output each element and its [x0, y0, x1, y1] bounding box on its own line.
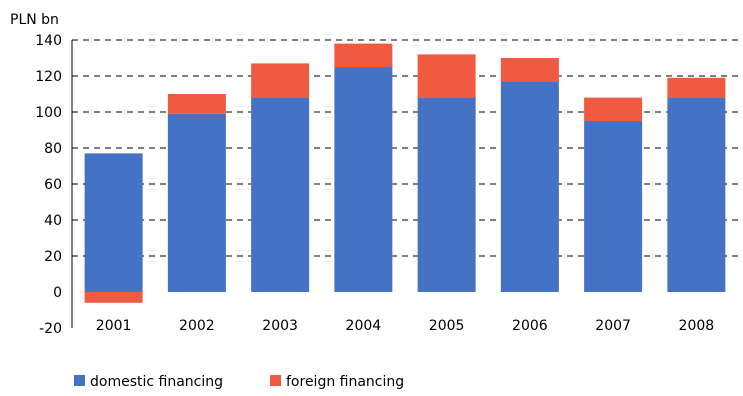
- x-tick-label: 2005: [429, 318, 465, 334]
- x-tick-label: 2006: [512, 318, 548, 334]
- legend-swatch: [270, 375, 281, 386]
- y-tick-label: -20: [39, 321, 62, 337]
- x-tick-label: 2002: [179, 318, 215, 334]
- y-tick-label: 40: [44, 213, 62, 229]
- bar-foreign-2003: [251, 63, 310, 98]
- y-tick-label: 140: [35, 33, 62, 49]
- y-tick-label: 0: [53, 285, 62, 301]
- bar-foreign-2002: [167, 94, 226, 114]
- legend-swatch: [74, 375, 85, 386]
- bar-domestic-2002: [167, 113, 226, 292]
- bar-domestic-2005: [417, 97, 476, 292]
- bars: [84, 43, 726, 303]
- legend-label: domestic financing: [90, 374, 223, 390]
- x-tick-label: 2004: [346, 318, 382, 334]
- bar-domestic-2006: [500, 81, 559, 293]
- bar-foreign-2006: [500, 58, 559, 82]
- bar-foreign-2005: [417, 54, 476, 98]
- bar-domestic-2007: [584, 121, 643, 292]
- x-tick-labels: 2001 2002 2003 2004 2005 2006 2007 2008: [96, 318, 714, 334]
- y-tick-labels: -20 0 20 40 60 80 100 120 140: [35, 33, 62, 337]
- x-tick-label: 2008: [679, 318, 715, 334]
- x-tick-label: 2001: [96, 318, 132, 334]
- y-tick-label: 120: [35, 69, 62, 85]
- x-tick-label: 2003: [262, 318, 298, 334]
- bar-foreign-2008: [667, 77, 726, 98]
- legend-label: foreign financing: [286, 374, 404, 390]
- bar-domestic-2001: [84, 153, 143, 292]
- bar-domestic-2008: [667, 97, 726, 292]
- legend: domestic financing foreign financing: [74, 374, 404, 390]
- bar-foreign-2004: [334, 43, 393, 67]
- x-tick-label: 2007: [595, 318, 631, 334]
- y-tick-label: 100: [35, 105, 62, 121]
- bar-domestic-2004: [334, 67, 393, 292]
- y-tick-label: 80: [44, 141, 62, 157]
- bar-foreign-2007: [584, 97, 643, 121]
- y-unit-label: PLN bn: [10, 12, 59, 28]
- y-tick-label: 20: [44, 249, 62, 265]
- bar-foreign-2001: [84, 292, 143, 303]
- bar-domestic-2003: [251, 97, 310, 292]
- y-tick-label: 60: [44, 177, 62, 193]
